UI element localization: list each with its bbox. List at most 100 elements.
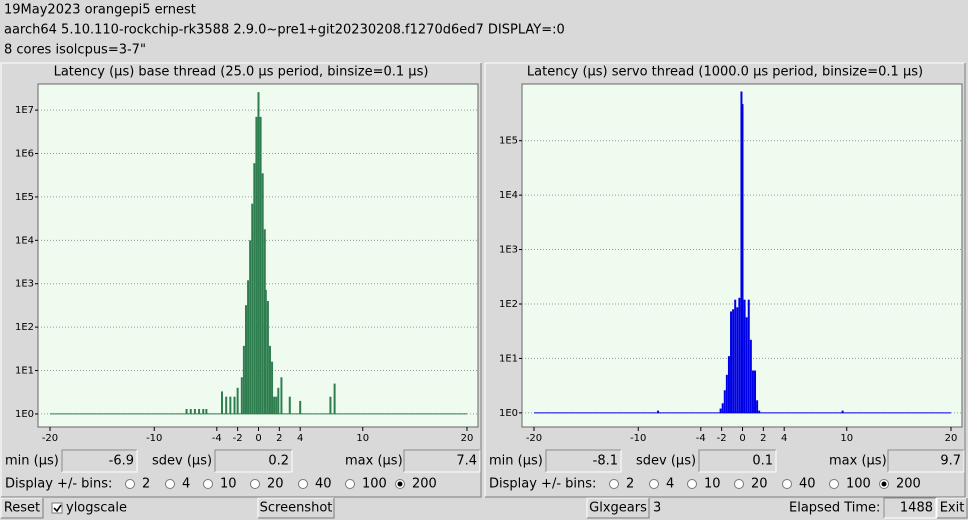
screenshot-button-bevel	[258, 498, 335, 519]
y-tick-label: 1E6	[15, 149, 34, 160]
bar	[240, 377, 243, 414]
bar	[741, 104, 744, 413]
bar	[242, 345, 245, 414]
radio-label: 20	[751, 477, 768, 492]
y-tick-label: 1E7	[15, 105, 34, 116]
bar	[275, 396, 278, 414]
header-line: 8 cores isolcpus=3-7"	[4, 43, 146, 58]
x-tick-label: 20	[945, 433, 958, 444]
radio-button[interactable]	[782, 479, 792, 489]
bar	[754, 370, 757, 413]
bar	[271, 361, 274, 414]
radio-button[interactable]	[649, 479, 659, 489]
chart-title: Latency (µs) base thread (25.0 µs period…	[54, 65, 429, 80]
bins-label: Display +/- bins:	[489, 477, 596, 492]
radio-button[interactable]	[165, 479, 175, 489]
elapsed-entry-bevel	[883, 497, 936, 518]
bar	[236, 387, 239, 414]
panel-frame-bevel	[485, 63, 966, 498]
reset-button-bevel	[0, 497, 43, 518]
stat-entry-bevel	[214, 449, 292, 472]
chart-title: Latency (µs) servo thread (1000.0 µs per…	[527, 65, 923, 80]
exit-button-bevel	[937, 498, 968, 519]
stat-entry-bevel	[403, 449, 480, 472]
bar	[288, 396, 291, 414]
header-line: 19May2023 orangepi5 ernest	[4, 3, 196, 18]
y-tick-label: 1E2	[15, 322, 34, 333]
stat-entry	[215, 450, 292, 472]
x-tick-label: 4	[297, 433, 303, 444]
radio-button[interactable]	[298, 479, 308, 489]
stat-entry-bevel	[887, 449, 964, 472]
bar	[221, 391, 224, 414]
bar	[749, 339, 752, 413]
bar	[333, 383, 336, 414]
bar	[233, 396, 236, 414]
bar	[244, 305, 247, 414]
radio-button[interactable]	[345, 479, 355, 489]
elapsed-entry-bevel	[884, 498, 937, 519]
x-tick-label: 10	[356, 433, 369, 444]
stat-entry	[404, 450, 480, 472]
x-tick-label: -10	[630, 433, 646, 444]
radio-label: 4	[666, 477, 674, 492]
bar	[723, 390, 726, 413]
y-tick-label: 1E5	[15, 192, 34, 203]
stat-value: 7.4	[456, 454, 477, 469]
bar	[202, 408, 205, 414]
bar	[751, 370, 754, 413]
checkbox[interactable]	[51, 502, 63, 514]
radio-button[interactable]	[734, 479, 744, 489]
bar	[740, 91, 743, 413]
radio-button[interactable]	[687, 479, 697, 489]
stat-entry	[62, 450, 137, 472]
y-tick-label: 1E0	[499, 408, 518, 419]
radio-button[interactable]	[203, 479, 213, 489]
x-tick-label: -4	[696, 433, 706, 444]
radio-button[interactable]	[609, 479, 619, 489]
bar	[189, 408, 192, 414]
y-tick-label: 1E3	[499, 245, 518, 256]
glxgears-button[interactable]	[587, 498, 649, 518]
bar	[734, 299, 737, 413]
bar	[185, 408, 188, 414]
y-tick-label: 1E4	[499, 190, 518, 201]
elapsed-value: 1488	[900, 501, 933, 516]
radio-button[interactable]	[829, 479, 839, 489]
x-tick-label: 0	[739, 433, 745, 444]
panel-frame-bevel	[1, 63, 482, 498]
stat-label: min (µs)	[5, 454, 59, 469]
checkbox-check	[53, 504, 62, 513]
x-tick-label: 4	[781, 433, 787, 444]
screenshot-button[interactable]	[258, 498, 334, 518]
bar	[841, 410, 844, 413]
radio-button[interactable]	[125, 479, 135, 489]
elapsed-label: Elapsed Time:	[789, 501, 880, 516]
stat-label: max (µs)	[345, 454, 403, 469]
bar	[263, 229, 266, 414]
reset-button[interactable]	[1, 498, 43, 518]
stat-label: sdev (µs)	[152, 454, 212, 469]
bar	[266, 301, 269, 414]
exit-button[interactable]	[937, 498, 967, 518]
y-tick-label: 1E3	[15, 279, 34, 290]
stat-entry-bevel	[698, 449, 776, 472]
x-tick-label: -20	[42, 433, 58, 444]
reset-label: Reset	[4, 501, 40, 516]
bar	[719, 408, 722, 413]
bar	[329, 396, 332, 414]
glxgears-button-bevel	[586, 497, 649, 518]
y-tick-label: 1E4	[15, 235, 34, 246]
bar	[198, 408, 201, 414]
bar	[280, 377, 283, 414]
radio-label: 40	[799, 477, 816, 492]
panel-frame-bevel	[0, 62, 481, 497]
stat-entry-bevel	[888, 450, 965, 473]
stat-value: 9.7	[940, 454, 961, 469]
stat-entry-bevel	[62, 450, 138, 473]
bar	[273, 396, 276, 414]
y-tick-label: 1E5	[499, 136, 518, 147]
bar	[259, 116, 262, 414]
radio-button[interactable]	[250, 479, 260, 489]
bar	[743, 299, 746, 413]
